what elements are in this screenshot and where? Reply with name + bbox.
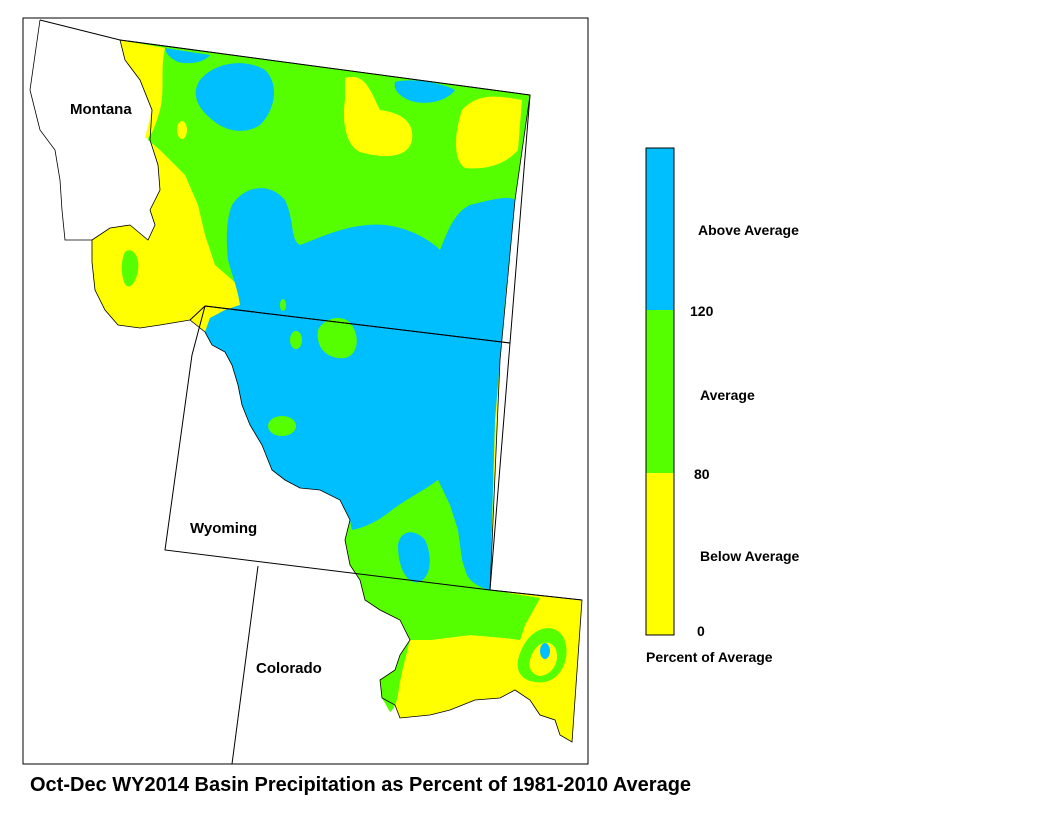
legend-label-average: Average <box>700 387 755 403</box>
colorado-wet-spot <box>540 643 550 659</box>
legend-swatch-average <box>646 310 674 473</box>
legend-break-120: 120 <box>690 303 714 319</box>
north-dry-patch-2 <box>456 96 522 169</box>
south-average-tongue <box>352 480 490 590</box>
legend: Above Average Average Below Average 120 … <box>645 147 800 665</box>
state-label-montana: Montana <box>70 101 132 118</box>
montana-west-edge <box>29 19 92 241</box>
north-dry-patch-1 <box>343 76 413 157</box>
wyoming-boundary <box>164 305 511 591</box>
legend-title: Percent of Average <box>646 649 773 665</box>
west-average-patch <box>121 250 139 287</box>
legend-break-0: 0 <box>697 623 705 639</box>
south-wet-patch <box>398 532 430 583</box>
colorado-average-band <box>360 580 540 640</box>
state-label-wyoming: Wyoming <box>190 520 257 537</box>
legend-label-below: Below Average <box>700 548 800 564</box>
north-dry-patch-4 <box>177 121 187 139</box>
blue-green-island-3 <box>268 416 296 436</box>
colorado-east-dry-center <box>529 642 558 676</box>
blue-green-island-1 <box>317 317 357 359</box>
blue-green-island-2 <box>290 331 302 349</box>
blue-green-island-4 <box>280 299 286 311</box>
colorado-west-average-edge <box>380 640 410 712</box>
legend-break-80: 80 <box>694 466 710 482</box>
legend-frame <box>645 147 675 636</box>
north-wet-patch-1 <box>195 63 275 131</box>
basin-above-average-region <box>205 188 515 590</box>
north-wet-patch-2 <box>165 48 210 64</box>
north-wet-patch-3 <box>394 80 455 103</box>
map-caption: Oct-Dec WY2014 Basin Precipitation as Pe… <box>30 774 692 796</box>
legend-swatch-below <box>646 473 674 635</box>
basin-outline <box>91 39 583 743</box>
colorado-boundary <box>231 565 583 765</box>
legend-swatch-above <box>646 148 674 310</box>
legend-label-above: Above Average <box>698 222 799 238</box>
north-dry-patch-3 <box>120 40 165 139</box>
state-label-colorado: Colorado <box>256 660 322 677</box>
montana-boundary <box>39 19 531 344</box>
